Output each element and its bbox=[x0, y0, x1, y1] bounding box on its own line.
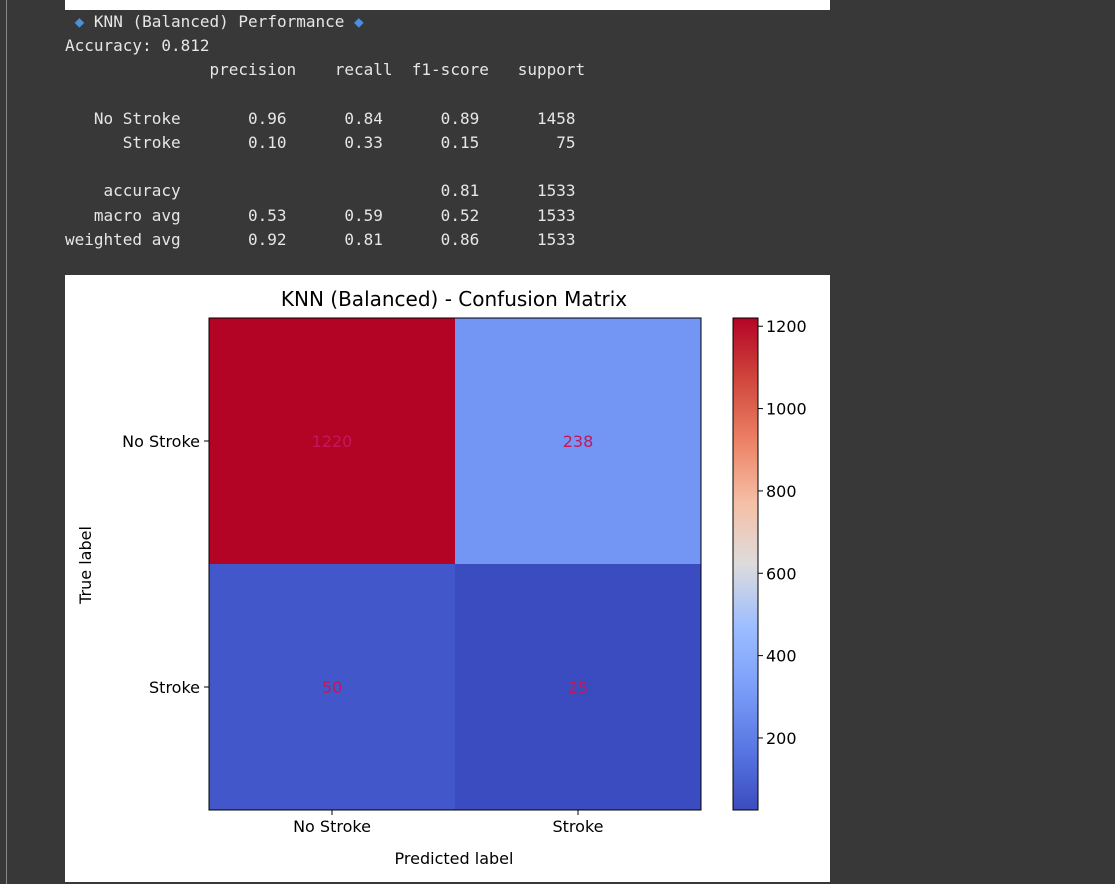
chart-title: KNN (Balanced) - Confusion Matrix bbox=[281, 287, 627, 311]
confusion-matrix-figure: KNN (Balanced) - Confusion Matrix 1220 23… bbox=[65, 275, 830, 882]
plot-frame bbox=[208, 317, 702, 811]
cell-value-label: 25 bbox=[568, 678, 588, 697]
report-line bbox=[65, 155, 825, 179]
y-tick-label: Stroke bbox=[149, 678, 200, 697]
report-line: No Stroke 0.96 0.84 0.89 1458 bbox=[65, 108, 576, 128]
report-header-text: KNN (Balanced) Performance bbox=[93, 12, 345, 31]
confusion-matrix-chart: KNN (Balanced) - Confusion Matrix 1220 23… bbox=[76, 287, 807, 868]
report-line: accuracy 0.81 1533 bbox=[65, 181, 576, 201]
cell-gutter-line bbox=[6, 0, 7, 884]
colorbar-tick-label: 800 bbox=[766, 482, 797, 501]
cell-value-label: 50 bbox=[322, 678, 342, 697]
diamond-icon: ◆ bbox=[354, 12, 364, 31]
cell-value-label: 1220 bbox=[312, 432, 353, 451]
previous-output-bottom bbox=[65, 0, 830, 10]
x-tick-label: No Stroke bbox=[293, 817, 371, 836]
x-tick-label: Stroke bbox=[553, 817, 604, 836]
matrix-cell bbox=[455, 564, 701, 810]
report-header-line: ◆ KNN (Balanced) Performance ◆ bbox=[65, 10, 825, 34]
report-line: Stroke 0.10 0.33 0.15 75 bbox=[65, 132, 576, 152]
report-line: precision recall f1-score support bbox=[65, 60, 586, 80]
cell-value-label: 238 bbox=[563, 432, 594, 451]
report-line: macro avg 0.53 0.59 0.52 1533 bbox=[65, 205, 576, 225]
report-line bbox=[65, 83, 825, 107]
colorbar-tick-label: 1000 bbox=[766, 400, 807, 419]
y-axis-label: True label bbox=[76, 526, 95, 605]
matrix-cell bbox=[209, 318, 455, 564]
classification-report-output: ◆ KNN (Balanced) Performance ◆ Accuracy: … bbox=[65, 10, 825, 252]
matrix-cell bbox=[455, 318, 701, 564]
colorbar-tick-label: 600 bbox=[766, 564, 797, 583]
x-axis-label: Predicted label bbox=[395, 849, 514, 868]
report-line: weighted avg 0.92 0.81 0.86 1533 bbox=[65, 229, 576, 249]
accuracy-line: Accuracy: 0.812 bbox=[65, 36, 210, 56]
colorbar-tick-label: 1200 bbox=[766, 317, 807, 336]
y-tick-label: No Stroke bbox=[122, 432, 200, 451]
colorbar-tick-label: 200 bbox=[766, 729, 797, 748]
colorbar-tick-label: 400 bbox=[766, 647, 797, 666]
matrix-cell bbox=[209, 564, 455, 810]
colorbar bbox=[732, 317, 759, 811]
diamond-icon: ◆ bbox=[74, 12, 85, 31]
